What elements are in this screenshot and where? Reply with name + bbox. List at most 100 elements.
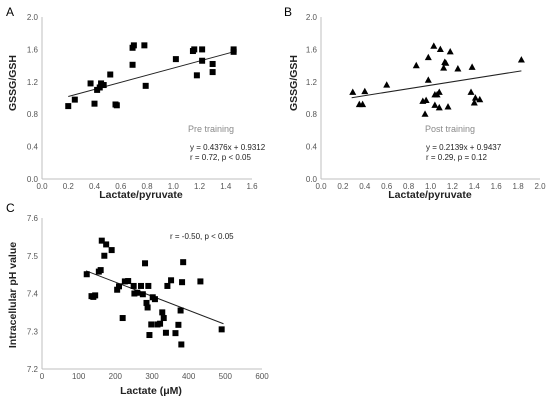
chart-c-point	[151, 296, 158, 303]
chart-b-point	[383, 81, 391, 88]
chart-b-point	[422, 96, 430, 104]
chart-a-point	[209, 60, 216, 67]
chart-c-x-tick-label: 300	[145, 372, 159, 381]
chart-a-x-tick-label: 1.2	[194, 182, 206, 191]
chart-b-x-tick-label: 0.8	[403, 182, 415, 191]
chart-c-point	[121, 278, 128, 285]
chart-a-ylabel: GSSG/GSH	[7, 55, 19, 111]
chart-c-point	[134, 289, 141, 296]
chart-b-point	[431, 101, 439, 108]
chart-a-x-tick-label: 1.0	[168, 182, 180, 191]
chart-b-x-tick-label: 1.0	[425, 182, 437, 191]
chart-b-point	[471, 94, 479, 101]
chart-c-point	[180, 259, 187, 266]
chart-a-y-tick-label: 0.0	[27, 175, 39, 184]
chart-b-point	[424, 76, 432, 83]
panel-c: C 0 100 200 300 400 500 600 7.2 7.3 7.4 7.5 7.6 r =…	[6, 201, 269, 397]
chart-c-x-tick-label: 0	[40, 372, 45, 381]
chart-a-point	[172, 56, 179, 63]
chart-b-equation: y = 0.2139x + 0.9437	[426, 143, 502, 152]
chart-b-point	[421, 110, 429, 117]
chart-a-x-tick-label: 1.6	[246, 182, 258, 191]
chart-b-point	[349, 88, 357, 95]
chart-b-point	[446, 48, 454, 55]
chart-b-point	[476, 95, 484, 103]
panel-b: B 0.0 0.2 0.4 0.6 0.8 1.0 1.2 1.4 1.6 1.8 2.00.00.…	[284, 5, 546, 201]
chart-c-point	[83, 271, 90, 278]
chart-b-x-tick-label: 2.0	[534, 182, 546, 191]
chart-a-point	[100, 82, 107, 89]
chart-b-x-tick-label: 0.6	[381, 182, 393, 191]
chart-a-trendline	[68, 51, 234, 97]
chart-a-x-tick-label: 0.2	[63, 182, 75, 191]
chart-c-x-tick-label: 200	[109, 372, 123, 381]
chart-a-point	[91, 100, 98, 107]
chart-c-point	[142, 260, 149, 267]
chart-b-point	[440, 64, 448, 71]
chart-c-point	[218, 326, 225, 333]
chart-c-point	[160, 315, 167, 322]
chart-c-point	[130, 282, 137, 289]
chart-c-point	[164, 282, 171, 289]
chart-c-point	[103, 241, 110, 248]
chart-b-point	[435, 88, 443, 95]
panel-a: A 0.0 0.2 0.4 0.6 0.8 1.0 1.2 1.4 1.6 0.0 0.4 0.8 1.…	[6, 5, 266, 201]
chart-c-y-tick-label: 7.2	[27, 365, 39, 374]
chart-b-x-tick-label: 0.0	[315, 182, 327, 191]
chart-c-y-tick-label: 7.4	[27, 290, 39, 299]
chart-b-point	[436, 45, 444, 52]
chart-b-trendline	[351, 70, 522, 99]
chart-a-x-tick-label: 1.4	[220, 182, 232, 191]
chart-a-x-tick-label: 0.8	[141, 182, 153, 191]
chart-c-y-tick-label: 7.3	[27, 327, 39, 336]
chart-c-point	[148, 321, 155, 328]
chart-a-annotation-title: Pre training	[188, 124, 234, 134]
chart-c-x-tick-label: 400	[182, 372, 196, 381]
chart-c-x-tick-label: 600	[255, 372, 269, 381]
chart-c-y-tick-label: 7.5	[27, 252, 39, 261]
chart-a-point	[199, 57, 206, 64]
chart-b-plot: 0.0 0.2 0.4 0.6 0.8 1.0 1.2 1.4 1.6 1.8 2.0 0.0 0.4 0…	[306, 13, 546, 191]
chart-a-point	[107, 71, 114, 78]
chart-a-plot: 0.0 0.2 0.4 0.6 0.8 1.0 1.2 1.4 1.6 0.0 0.4 0.8 1.2 1…	[27, 13, 258, 191]
chart-b-point	[361, 87, 369, 95]
chart-b-point	[430, 42, 438, 49]
chart-c-plot: 0 100 200 300 400 500 600 7.2 7.3 7.4 7.5 7.6	[27, 214, 269, 381]
chart-a-point	[130, 42, 137, 49]
chart-c-point	[178, 341, 185, 348]
chart-b-y-tick-label: 0.0	[306, 175, 318, 184]
chart-c-point	[177, 307, 184, 314]
chart-a-equation: y = 0.4376x + 0.9312	[190, 143, 266, 152]
chart-b-point	[359, 100, 367, 108]
chart-a-y-tick-label: 0.4	[27, 143, 39, 152]
chart-c-point	[197, 278, 204, 285]
chart-c-point	[101, 252, 108, 259]
chart-b-y-tick-label: 0.8	[306, 110, 318, 119]
chart-b-point	[468, 63, 476, 70]
chart-a-point	[113, 102, 120, 109]
chart-a-point	[87, 80, 94, 87]
chart-b-x-tick-label: 1.2	[447, 182, 459, 191]
chart-c-point	[144, 304, 151, 311]
chart-a-y-tick-label: 2.0	[27, 13, 39, 22]
chart-a-x-tick-label: 0.6	[115, 182, 127, 191]
chart-b-y-tick-label: 2.0	[306, 13, 318, 22]
chart-b-point	[442, 59, 450, 66]
chart-c-point	[172, 330, 179, 337]
chart-a-point	[96, 84, 103, 91]
chart-b-point	[517, 56, 525, 63]
chart-b-stats: r = 0.29, p = 0.12	[426, 153, 487, 162]
chart-a-y-tick-label: 1.6	[27, 45, 39, 54]
chart-a-point	[129, 61, 136, 68]
chart-a-y-tick-label: 0.8	[27, 110, 39, 119]
chart-b-y-tick-label: 1.6	[306, 45, 318, 54]
chart-b-y-tick-label: 0.4	[306, 143, 318, 152]
chart-a-stats: r = 0.72, p < 0.05	[190, 153, 251, 162]
chart-a-point	[209, 69, 216, 76]
chart-c-point	[114, 286, 121, 293]
chart-c-stats: r = -0.50, p < 0.05	[170, 232, 234, 241]
chart-b-x-tick-label: 0.2	[337, 182, 349, 191]
chart-c-point	[98, 237, 105, 244]
chart-c-point	[97, 267, 104, 274]
chart-c-x-tick-label: 500	[219, 372, 233, 381]
